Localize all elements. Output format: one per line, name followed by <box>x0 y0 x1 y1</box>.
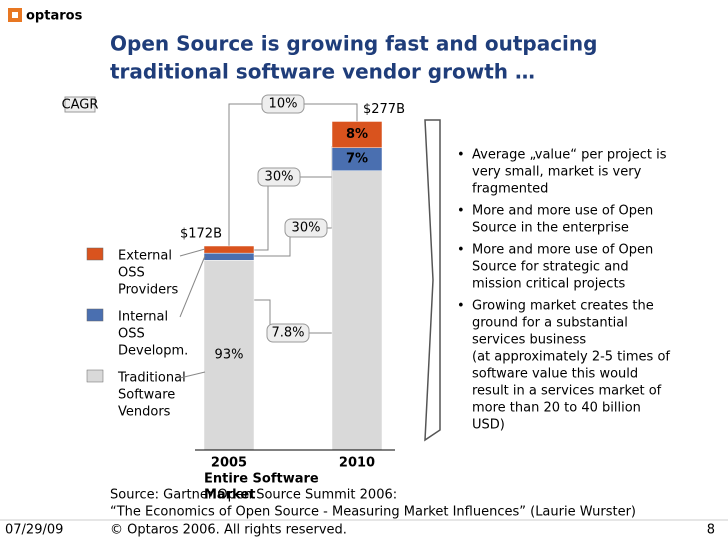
cagr-value: 10% <box>269 97 298 112</box>
bullet-dot: • <box>457 204 465 219</box>
legend-swatch <box>86 308 104 322</box>
bar-segment <box>331 121 383 148</box>
legend-label: Software <box>118 388 175 403</box>
legend-label: OSS <box>118 266 145 281</box>
logo-icon-inner <box>12 12 18 18</box>
title: Open Source is growing fast and outpacin… <box>110 32 597 56</box>
bullet-text: very small, market is very <box>472 165 642 180</box>
bullet-text: More and more use of Open <box>472 243 653 258</box>
bullet-text: result in a services market of <box>472 384 662 399</box>
bullet-text: software value this would <box>472 367 638 382</box>
bullet-text: fragmented <box>472 182 548 197</box>
source: Source: Gartner Open Source Summit 2006: <box>110 488 397 503</box>
legend-connector <box>179 255 206 318</box>
bar-segment <box>203 245 255 254</box>
x-tick-label: 2005 <box>211 456 247 471</box>
legend-label: Traditional <box>117 371 186 386</box>
x-tick-label: 2010 <box>339 456 375 471</box>
value-label: 8% <box>346 127 368 142</box>
bullet-text: Average „value“ per project is <box>472 148 667 163</box>
legend-swatch <box>86 247 104 261</box>
bullet-text: Source for strategic and <box>472 260 629 275</box>
footer-date: 07/29/09 <box>5 523 63 538</box>
bar-segment <box>331 170 383 451</box>
footer-copyright: © Optaros 2006. All rights reserved. <box>110 523 347 538</box>
value-label: 93% <box>215 348 244 363</box>
cagr-bubble <box>266 323 310 343</box>
title: traditional software vendor growth … <box>110 60 535 84</box>
bullet-text: (at approximately 2-5 times of <box>472 350 670 365</box>
bullet-dot: • <box>457 299 465 314</box>
legend-label: Developm. <box>118 344 188 359</box>
total-label: $277B <box>363 102 405 117</box>
x-axis-label: Entire Software <box>204 472 319 487</box>
bullet-dot: • <box>457 243 465 258</box>
bar-segment <box>203 252 255 261</box>
bullet-text: USD) <box>472 418 505 433</box>
bullet-dot: • <box>457 148 465 163</box>
cagr-value: 30% <box>265 170 294 185</box>
value-label: 7% <box>346 152 368 167</box>
bullet-text: mission critical projects <box>472 277 626 292</box>
legend-label: External <box>118 249 172 264</box>
legend-connector <box>179 248 206 257</box>
bullet-text: more than 20 to 40 billion <box>472 401 641 416</box>
cagr-bubble <box>257 167 301 187</box>
legend-connector <box>179 371 206 379</box>
logo: optaros <box>26 9 83 24</box>
bullet-text: More and more use of Open <box>472 204 653 219</box>
bullet-text: Source in the enterprise <box>472 221 629 236</box>
bullet-text: ground for a substantial <box>472 316 628 331</box>
cagr-value: 7.8% <box>271 326 304 341</box>
cagr-label: CAGR <box>62 98 99 113</box>
chevron <box>424 119 441 442</box>
legend-label: Internal <box>118 310 168 325</box>
page-number: 8 <box>707 523 715 538</box>
bullet-text: services business <box>472 333 586 348</box>
bar-segment <box>203 260 255 451</box>
bullet-text: Growing market creates the <box>472 299 654 314</box>
cagr-bubble <box>261 94 305 114</box>
source: “The Economics of Open Source - Measurin… <box>110 505 636 520</box>
legend-label: Providers <box>118 283 179 298</box>
legend-label: OSS <box>118 327 145 342</box>
cagr-value: 30% <box>292 221 321 236</box>
x-axis-label: Market <box>204 488 255 503</box>
legend-swatch <box>86 369 104 383</box>
cagr-box <box>64 96 96 113</box>
total-label: $172B <box>180 227 222 242</box>
cagr-bubble <box>284 218 328 238</box>
legend-label: Vendors <box>118 405 171 420</box>
